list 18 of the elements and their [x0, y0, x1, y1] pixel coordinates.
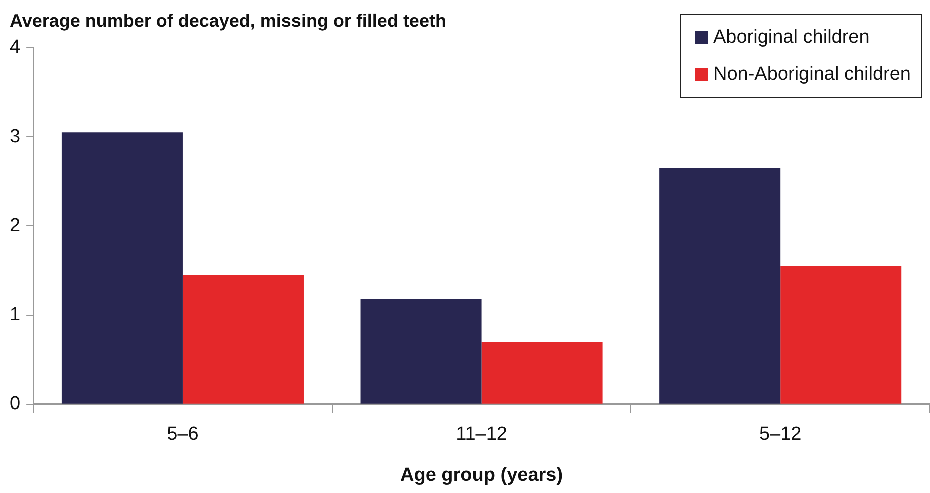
legend-label: Non-Aboriginal children [714, 64, 911, 86]
bar [360, 299, 482, 404]
bar [660, 168, 781, 404]
y-axis-title: Average number of decayed, missing or filled teeth [10, 10, 446, 31]
y-tick-label: 0 [10, 394, 21, 415]
x-tick-label: 5–12 [759, 424, 802, 446]
y-tick-label: 2 [10, 215, 21, 236]
x-axis-title: Age group (years) [400, 464, 564, 486]
x-tick-label: 5–6 [167, 424, 199, 446]
x-tick-label: 11–12 [456, 424, 508, 446]
bar [482, 342, 603, 404]
bar [62, 132, 183, 404]
y-tick-label: 3 [10, 126, 21, 148]
bar [182, 275, 304, 404]
bar [780, 266, 902, 404]
y-tick-label: 4 [10, 37, 21, 58]
y-tick-label: 1 [10, 304, 21, 326]
legend-label: Aboriginal children [714, 26, 870, 48]
